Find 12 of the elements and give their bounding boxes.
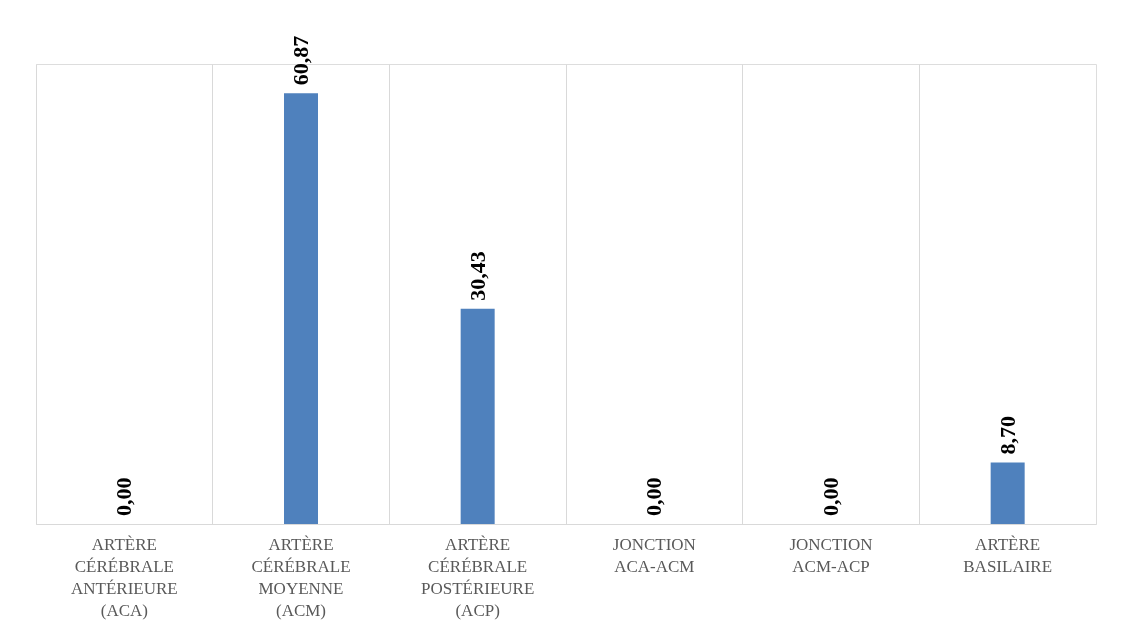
x-tick-label: ARTÈRE CÉRÉBRALE ANTÉRIEURE (ACA) — [70, 534, 178, 620]
data-label: 0,00 — [818, 477, 843, 516]
data-label: 30,43 — [464, 251, 490, 301]
data-label: 0,00 — [641, 477, 667, 516]
x-tick-label: ARTÈRE CÉRÉBRALE MOYENNE (ACM) — [251, 534, 351, 620]
x-tick-label: ARTÈRE CÉRÉBRALE POSTÉRIEURE (ACP) — [420, 534, 535, 620]
data-label: 0,00 — [111, 477, 137, 516]
x-tick-label: JONCTION ACA-ACM — [612, 534, 696, 576]
x-tick-label: ARTÈRE BASILAIRE — [963, 534, 1053, 576]
data-label: 8,70 — [994, 415, 1020, 455]
data-label: 60,87 — [288, 35, 313, 86]
x-tick-label: JONCTION ACM-ACP — [789, 534, 873, 576]
